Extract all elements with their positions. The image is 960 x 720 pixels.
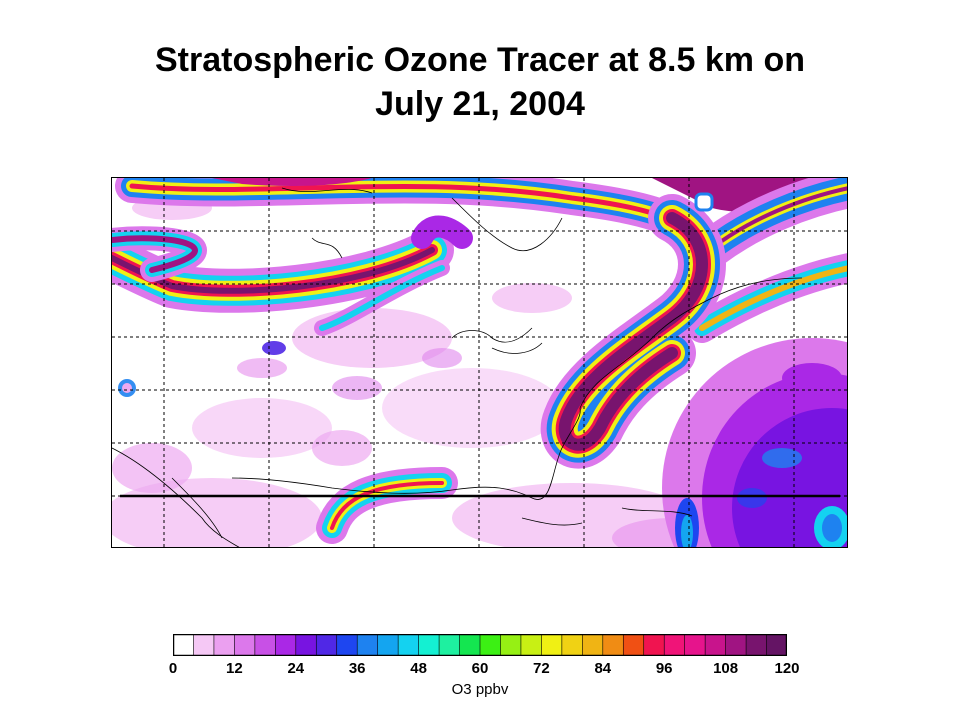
colorbar-tick-label: 120 xyxy=(774,660,800,677)
colorbar-swatch xyxy=(704,634,727,656)
colorbar-swatch xyxy=(602,634,624,656)
colorbar-tick-label: 24 xyxy=(287,660,305,677)
ozone-map xyxy=(111,177,848,548)
colorbar-swatch xyxy=(479,634,502,656)
colorbar-swatch xyxy=(745,634,768,656)
colorbar-tick-label: 72 xyxy=(533,660,550,677)
colorbar-tick-label: 96 xyxy=(655,660,673,677)
colorbar-swatch xyxy=(459,634,481,656)
colorbar-swatch xyxy=(541,634,563,656)
colorbar-swatch xyxy=(336,634,358,656)
colorbar-swatch xyxy=(438,634,461,656)
colorbar-tick-label: 108 xyxy=(713,660,739,677)
colorbar-swatch xyxy=(561,634,583,656)
colorbar-swatch xyxy=(582,634,604,656)
colorbar-swatch xyxy=(520,634,542,656)
colorbar-tick-label: 36 xyxy=(348,660,366,677)
colorbar-tick-label: 48 xyxy=(410,660,427,677)
colorbar xyxy=(173,634,787,656)
colorbar-tick-label: 60 xyxy=(471,660,489,677)
ozone-band-northeast xyxy=(687,178,847,343)
colorbar-tick-labels: 0 12 24 36 48 60 72 84 96 108 120 xyxy=(150,660,810,680)
ozone-map-svg xyxy=(112,178,847,547)
ozone-filament-east-coast xyxy=(540,192,726,469)
colorbar-swatch xyxy=(254,634,276,656)
colorbar-swatch xyxy=(234,634,256,656)
colorbar-swatch xyxy=(500,634,522,656)
colorbar-swatch xyxy=(213,634,236,656)
colorbar-swatch xyxy=(295,634,317,656)
ozone-tongue-west xyxy=(112,215,473,336)
colorbar-swatch xyxy=(193,634,215,656)
colorbar-tick-label: 12 xyxy=(226,660,243,677)
colorbar-units-label: O3 ppbv xyxy=(451,681,509,698)
colorbar-swatch xyxy=(173,634,195,656)
chart-title: Stratospheric Ozone Tracer at 8.5 km on … xyxy=(0,38,960,126)
colorbar-tick-label: 0 xyxy=(168,660,178,677)
colorbar-swatch xyxy=(766,634,787,656)
colorbar-outline xyxy=(173,634,787,656)
colorbar-swatch xyxy=(418,634,440,656)
colorbar-swatch xyxy=(275,634,297,656)
colorbar-swatch xyxy=(356,634,379,656)
colorbar-swatch xyxy=(315,634,338,656)
colorbar-swatch xyxy=(725,634,747,656)
colorbar-tick-label: 84 xyxy=(594,660,612,677)
colorbar-swatch xyxy=(622,634,645,656)
colorbar-swatch xyxy=(684,634,706,656)
colorbar-swatch xyxy=(663,634,686,656)
title-line-2: July 21, 2004 xyxy=(375,85,585,123)
colorbar-swatch xyxy=(643,634,665,656)
colorbar-swatch xyxy=(397,634,420,656)
ozone-low-gulf xyxy=(316,467,458,544)
background-speckles xyxy=(112,196,732,547)
title-line-1: Stratospheric Ozone Tracer at 8.5 km on xyxy=(154,41,805,79)
colorbar-swatch xyxy=(377,634,399,656)
